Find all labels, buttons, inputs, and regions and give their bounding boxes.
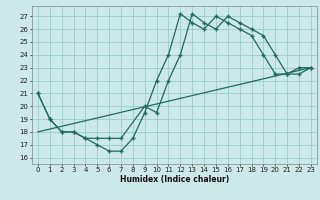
X-axis label: Humidex (Indice chaleur): Humidex (Indice chaleur) xyxy=(120,175,229,184)
